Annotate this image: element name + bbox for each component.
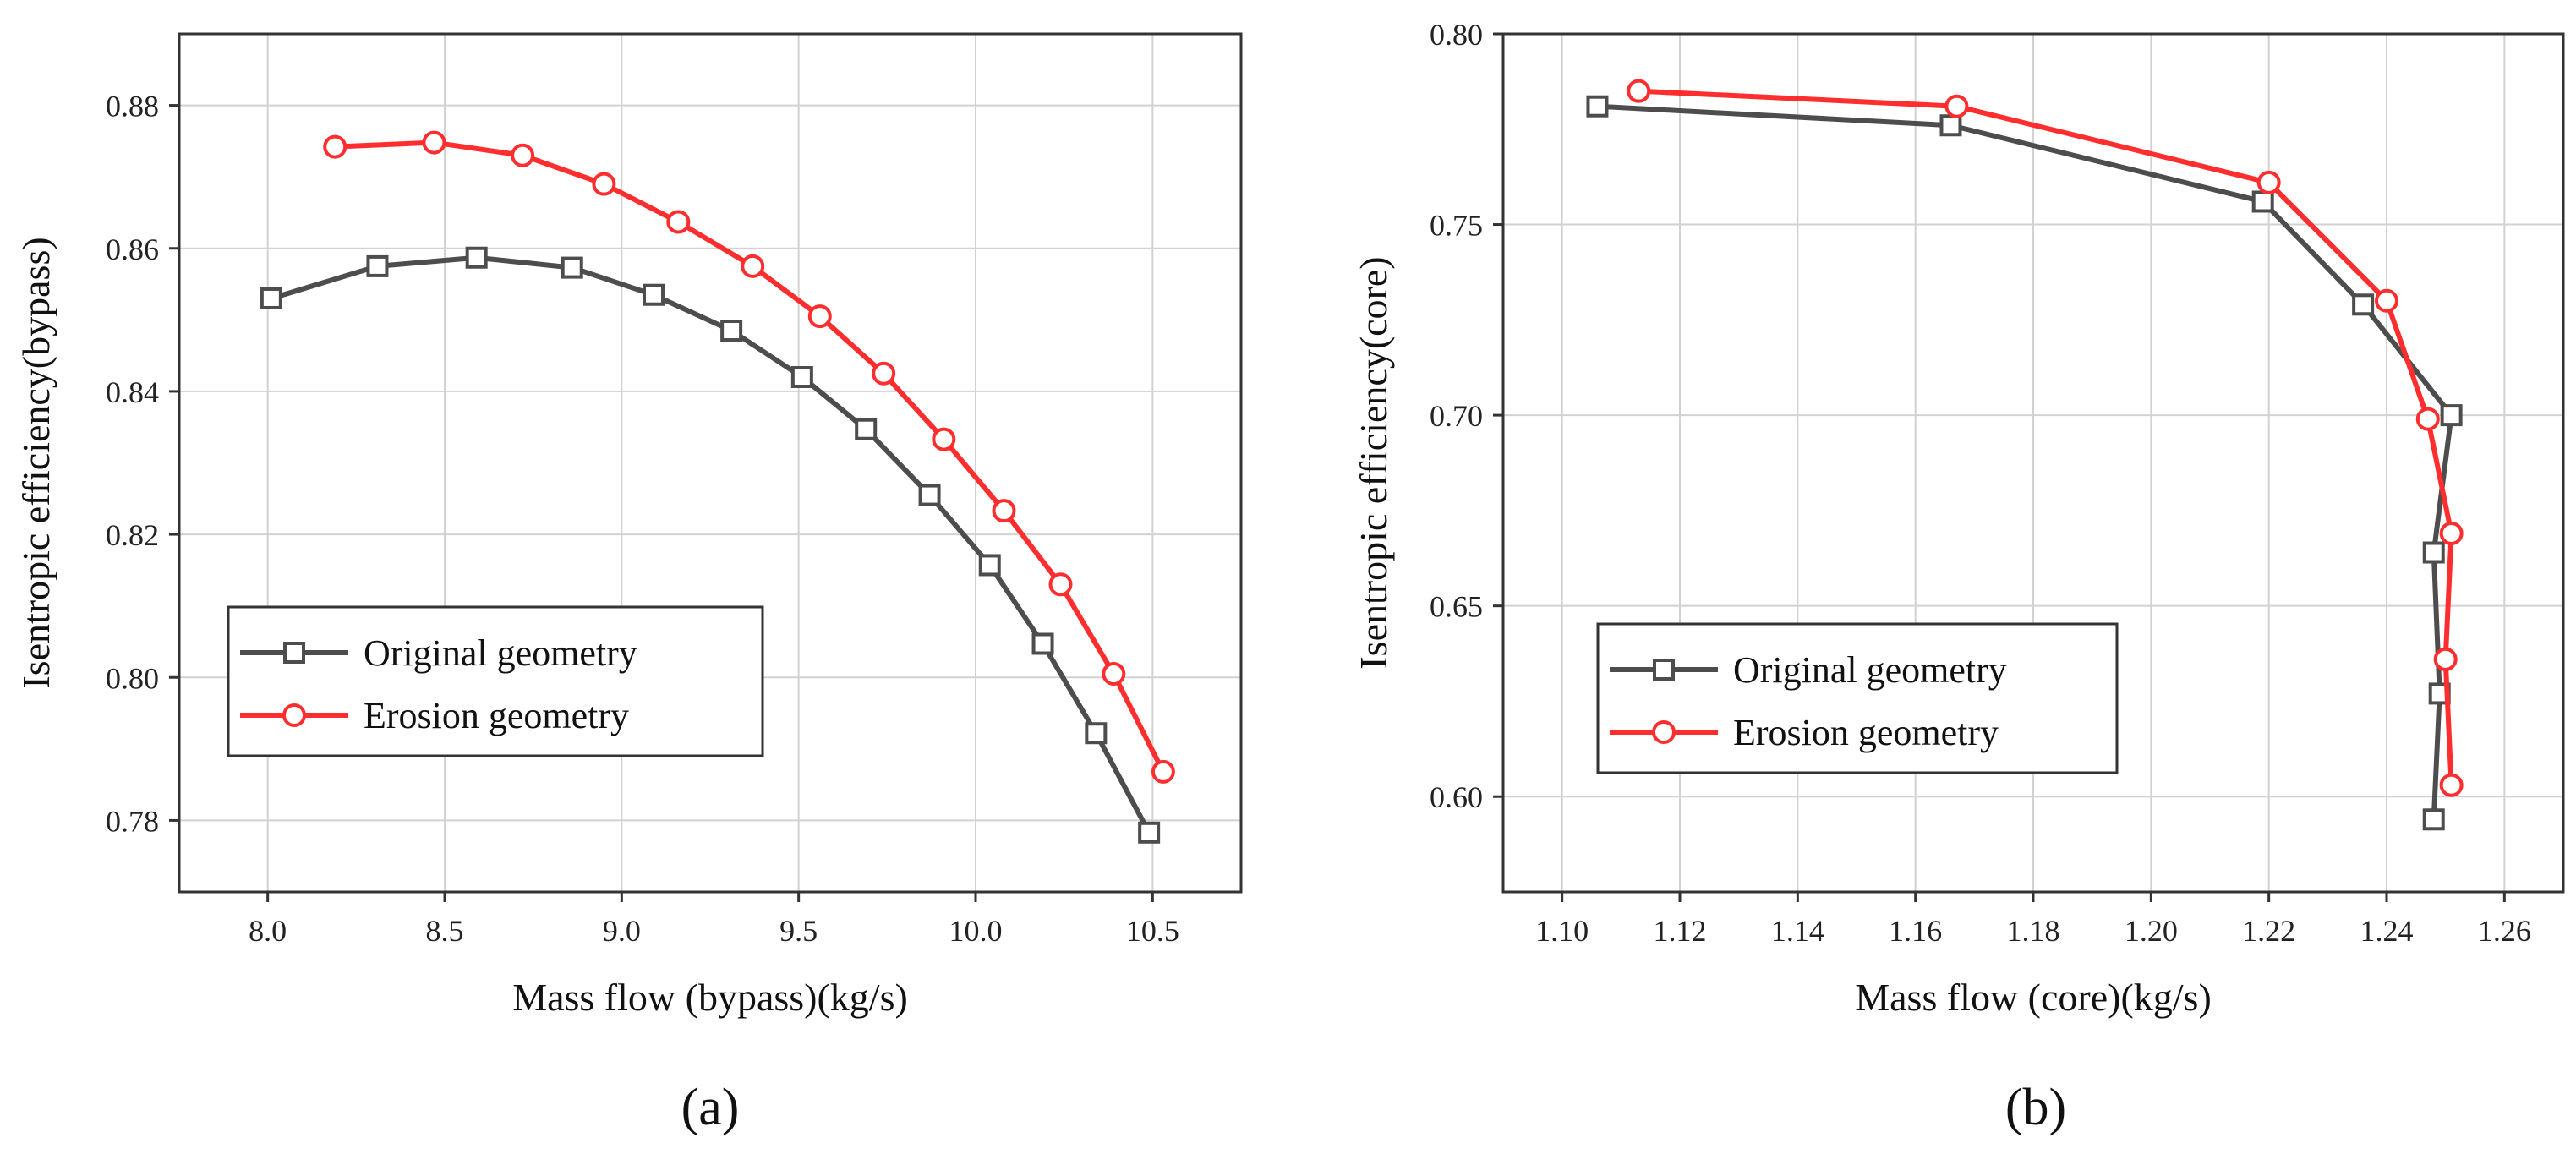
panel-a-erosion-point bbox=[741, 254, 765, 278]
panel-b-x-axis-title: Mass flow (core)(kg/s) bbox=[1855, 976, 2212, 1019]
panel-b-original-point bbox=[2422, 808, 2445, 831]
panel-b-legend-marker-erosion bbox=[1652, 720, 1676, 744]
panel-b-original-point bbox=[2352, 293, 2375, 316]
panel-a-y-tick-label: 0.88 bbox=[106, 90, 159, 123]
panel-a-original-point bbox=[790, 366, 813, 388]
panel-a-y-tick-label: 0.80 bbox=[106, 661, 159, 695]
panel-a-y-tick-label: 0.86 bbox=[106, 232, 159, 266]
panel-b-series-erosion-line bbox=[1638, 88, 2454, 785]
panel-a-y-tick-label: 0.82 bbox=[106, 518, 159, 552]
panel-a-original-point bbox=[465, 246, 488, 269]
panel-b-x-tick-label: 1.16 bbox=[1889, 914, 1942, 948]
panel-a-chart: 8.0 8.5 9.0 9.5 10.0 10.5 0.78 0.80 0.82 0.84 0.86… bbox=[14, 32, 1243, 1136]
panel-b-x-tick-label: 1.20 bbox=[2125, 914, 2178, 948]
panel-a-y-tick-label: 0.78 bbox=[106, 804, 159, 838]
panel-a-x-axis-title: Mass flow (bypass)(kg/s) bbox=[512, 976, 908, 1019]
panel-b-chart: 1.10 1.12 1.14 1.16 1.18 1.20 1.22 1.24 1.26 0.60… bbox=[1352, 18, 2565, 1136]
panel-a-erosion-point bbox=[666, 210, 691, 234]
panel-a-legend: Original geometry Erosion geometry bbox=[227, 605, 764, 757]
panel-b-legend-label-erosion: Erosion geometry bbox=[1733, 712, 1999, 753]
panel-a-label: (a) bbox=[681, 1079, 740, 1136]
panel-b-original-point bbox=[2422, 541, 2445, 564]
panel-a-plot-frame bbox=[178, 32, 1243, 894]
panel-a-x-tick-label: 10.5 bbox=[1126, 914, 1179, 948]
panel-a-erosion-point bbox=[422, 130, 446, 155]
panel-a-original-point bbox=[978, 554, 1001, 577]
panel-b-label: (b) bbox=[2005, 1079, 2066, 1136]
panel-a-original-point bbox=[561, 256, 583, 279]
panel-a-erosion-point bbox=[807, 304, 832, 329]
panel-b-erosion-point bbox=[2439, 521, 2464, 545]
panel-a-original-point bbox=[720, 320, 743, 342]
panel-b-y-tick-label: 0.75 bbox=[1430, 209, 1483, 243]
panel-a-x-tick-label: 8.0 bbox=[249, 914, 287, 948]
panel-b-x-tick-label: 1.22 bbox=[2242, 914, 2295, 948]
panel-b-original-point bbox=[2440, 404, 2463, 427]
panel-b-erosion-point bbox=[2256, 170, 2281, 194]
panel-b-x-tick-label: 1.10 bbox=[1535, 914, 1589, 948]
panel-a-y-axis-title: Isentropic efficiency(bypass) bbox=[14, 237, 57, 688]
panel-a-erosion-point bbox=[1048, 572, 1073, 597]
panel-b-legend-marker-original bbox=[1653, 659, 1675, 681]
panel-a-original-point bbox=[1031, 632, 1054, 655]
panel-b-y-tick-label: 0.80 bbox=[1430, 18, 1483, 52]
panel-a-original-point bbox=[855, 418, 878, 440]
panel-b-x-tick-label: 1.12 bbox=[1654, 914, 1707, 948]
panel-a-erosion-point bbox=[592, 172, 616, 196]
panel-a-erosion-point bbox=[1151, 759, 1175, 784]
panel-b-x-tick-label: 1.24 bbox=[2360, 914, 2414, 948]
panel-b-x-tick-label: 1.14 bbox=[1771, 914, 1824, 948]
panel-a-x-tick-label: 9.5 bbox=[779, 914, 818, 948]
panel-b-original-point bbox=[2251, 190, 2274, 213]
panel-b-legend: Original geometry Erosion geometry bbox=[1596, 622, 2119, 774]
panel-b-y-tick-label: 0.65 bbox=[1430, 590, 1483, 624]
panel-a-legend-marker-original bbox=[283, 642, 305, 664]
panel-b-erosion-point bbox=[1944, 94, 1969, 118]
panel-b-erosion-point bbox=[2375, 288, 2398, 313]
panel-a-original-point bbox=[643, 283, 665, 306]
panel-b-y-tick-label: 0.60 bbox=[1430, 780, 1483, 814]
panel-a-erosion-point bbox=[872, 361, 896, 386]
panel-a-erosion-point bbox=[1102, 662, 1126, 686]
panel-b-erosion-point bbox=[2433, 647, 2458, 671]
panel-a-original-point bbox=[366, 254, 389, 277]
panel-a-original-point bbox=[260, 287, 282, 309]
panel-a-x-tick-label: 8.5 bbox=[426, 914, 464, 948]
panel-a-erosion-point bbox=[992, 499, 1016, 523]
panel-b-legend-label-original: Original geometry bbox=[1733, 649, 2007, 691]
panel-a-y-tick-label: 0.84 bbox=[106, 375, 159, 409]
panel-b-original-point bbox=[1586, 95, 1609, 118]
panel-b-erosion-point bbox=[2439, 773, 2464, 797]
panel-b-x-tick-label: 1.18 bbox=[2007, 914, 2060, 948]
panel-a-legend-label-original: Original geometry bbox=[364, 632, 637, 674]
panel-a-legend-label-erosion: Erosion geometry bbox=[364, 695, 629, 736]
panel-a-original-point bbox=[1085, 722, 1108, 745]
panel-a-erosion-point bbox=[323, 134, 347, 159]
panel-a-x-tick-label: 10.0 bbox=[949, 914, 1003, 948]
panel-a-original-point bbox=[918, 484, 941, 506]
panel-a-legend-marker-erosion bbox=[282, 703, 306, 727]
panel-a-erosion-point bbox=[932, 427, 956, 451]
panel-a-x-tick-label: 9.0 bbox=[603, 914, 641, 948]
panel-b-erosion-point bbox=[1627, 79, 1651, 103]
panel-a-erosion-point bbox=[511, 143, 535, 167]
panel-a-original-point bbox=[1138, 821, 1161, 844]
panel-b-y-axis-title: Isentropic efficiency(core) bbox=[1352, 256, 1395, 669]
panel-b-erosion-point bbox=[2415, 407, 2440, 431]
panel-b-x-tick-label: 1.26 bbox=[2478, 914, 2531, 948]
panel-b-y-tick-label: 0.70 bbox=[1430, 399, 1483, 433]
panel-b-original-point bbox=[1939, 114, 1962, 137]
